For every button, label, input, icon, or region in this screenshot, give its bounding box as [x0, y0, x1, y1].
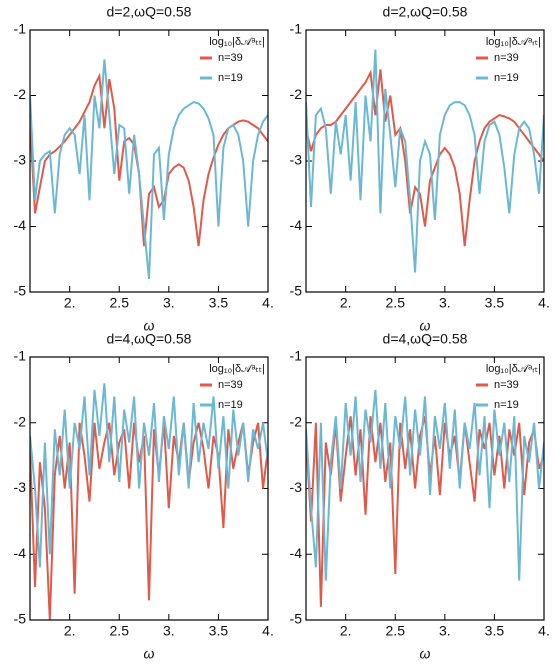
x-tick-label: 3.5 — [485, 295, 505, 311]
legend-title: log₁₀|δ𝒜ᵃₜₜ| — [209, 363, 265, 375]
series-line — [306, 415, 544, 607]
series-line — [30, 383, 268, 568]
x-tick-label: 2. — [340, 295, 352, 311]
x-tick-label: 3.5 — [485, 623, 505, 639]
x-tick-label: 3. — [163, 295, 175, 311]
legend-title: log₁₀|δ𝒜ᵃᵣₜ| — [486, 363, 541, 375]
legend-title: log₁₀|δ𝒜ᵃᵣₜ| — [486, 36, 541, 48]
x-tick-label: 2.5 — [110, 623, 130, 639]
y-tick-label: -3 — [290, 152, 303, 168]
x-tick-label: 3. — [163, 623, 175, 639]
series-line — [30, 422, 268, 620]
plot-frame — [305, 356, 545, 621]
legend-label: n=39 — [494, 52, 519, 64]
legend-label: n=19 — [494, 399, 519, 411]
x-tick-label: 3. — [439, 295, 451, 311]
plot-frame — [29, 29, 269, 293]
x-tick-label: 3.5 — [209, 295, 229, 311]
x-tick-label: 3.5 — [209, 623, 229, 639]
x-tick-label: 2. — [340, 623, 352, 639]
x-axis-label: ω — [420, 646, 431, 662]
legend-label: n=39 — [218, 52, 243, 64]
y-tick-label: -2 — [290, 413, 303, 429]
x-tick-label: 4. — [262, 623, 274, 639]
y-tick-label: -5 — [14, 283, 27, 299]
chart-title: d=4,ωQ=0.58 — [383, 331, 468, 347]
legend-label: n=19 — [218, 399, 243, 411]
x-axis-label: ω — [144, 646, 155, 662]
y-tick-label: -5 — [290, 611, 303, 627]
y-tick-label: -2 — [14, 86, 27, 102]
y-tick-label: -2 — [14, 413, 27, 429]
legend-label: n=19 — [494, 72, 519, 84]
legend-label: n=39 — [218, 379, 243, 391]
chart-title: d=2,ωQ=0.58 — [107, 4, 192, 20]
legend-title: log₁₀|δ𝒜ᵃₜₜ| — [209, 36, 265, 48]
chart-title: d=4,ωQ=0.58 — [107, 331, 192, 347]
legend-label: n=39 — [494, 379, 519, 391]
x-tick-label: 2.5 — [386, 623, 406, 639]
y-tick-label: -1 — [14, 21, 27, 37]
y-tick-label: -2 — [290, 86, 303, 102]
y-tick-label: -3 — [290, 479, 303, 495]
chart-title: d=2,ωQ=0.58 — [383, 4, 468, 20]
y-tick-label: -3 — [14, 479, 27, 495]
y-tick-label: -5 — [290, 283, 303, 299]
plot-frame — [305, 29, 545, 293]
x-tick-label: 2. — [64, 295, 76, 311]
series-line — [306, 49, 544, 273]
x-tick-label: 2.5 — [110, 295, 130, 311]
y-tick-label: -4 — [290, 545, 303, 561]
y-tick-label: -5 — [14, 611, 27, 627]
x-tick-label: 3. — [439, 623, 451, 639]
series-line — [30, 72, 268, 247]
y-tick-label: -4 — [290, 217, 303, 233]
plot-frame — [29, 356, 269, 621]
y-tick-label: -4 — [14, 545, 27, 561]
x-tick-label: 4. — [538, 295, 550, 311]
x-tick-label: 2.5 — [386, 295, 406, 311]
x-axis-label: ω — [144, 318, 155, 334]
y-tick-label: -1 — [14, 348, 27, 364]
series-line — [30, 59, 268, 279]
legend-label: n=19 — [218, 72, 243, 84]
y-tick-label: -1 — [290, 21, 303, 37]
y-tick-label: -4 — [14, 217, 27, 233]
x-tick-label: 2. — [64, 623, 76, 639]
y-tick-label: -3 — [14, 152, 27, 168]
y-tick-label: -1 — [290, 348, 303, 364]
x-tick-label: 4. — [262, 295, 274, 311]
x-tick-label: 4. — [538, 623, 550, 639]
series-line — [306, 69, 544, 247]
series-line — [306, 389, 544, 581]
x-axis-label: ω — [420, 318, 431, 334]
